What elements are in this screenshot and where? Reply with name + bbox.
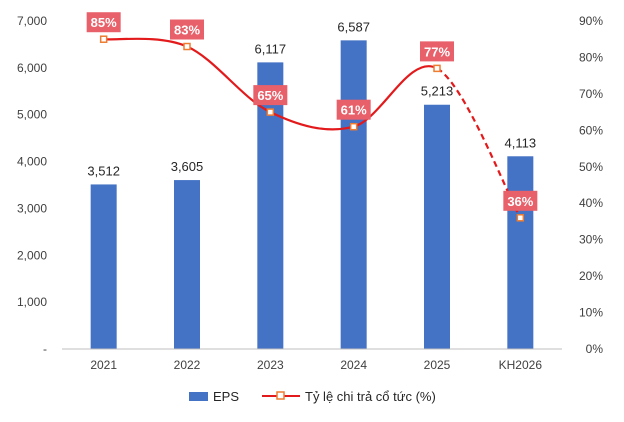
left-axis: - 1,000 2,000 3,000 4,000 5,000 6,000 7,000 bbox=[17, 14, 47, 356]
payout-label-box bbox=[336, 99, 371, 120]
eps-bar bbox=[424, 104, 450, 350]
right-tick-label: 70% bbox=[579, 87, 603, 101]
x-tick-label: KH2026 bbox=[499, 358, 543, 372]
right-tick-label: 40% bbox=[579, 196, 603, 210]
payout-label-box bbox=[253, 85, 288, 106]
payout-label-box bbox=[86, 12, 121, 33]
payout-marker bbox=[99, 35, 108, 43]
payout-line-plan bbox=[436, 67, 522, 219]
eps-data-label: 5,213 bbox=[421, 84, 454, 99]
eps-data-label: 4,113 bbox=[505, 135, 537, 150]
left-tick-label: 2,000 bbox=[17, 248, 47, 262]
x-tick-label: 2023 bbox=[257, 358, 284, 372]
payout-marker bbox=[516, 214, 525, 222]
x-tick-label: 2022 bbox=[174, 358, 201, 372]
payout-data-label: 77% bbox=[424, 44, 450, 59]
legend-label-eps: EPS bbox=[213, 389, 239, 404]
left-tick-label: - bbox=[43, 342, 47, 356]
eps-data-label: 3,512 bbox=[87, 163, 120, 178]
right-tick-label: 20% bbox=[579, 269, 603, 283]
eps-data-label: 6,587 bbox=[337, 19, 370, 34]
x-tick-label: 2025 bbox=[424, 358, 451, 372]
right-tick-label: 90% bbox=[579, 14, 603, 28]
legend: EPS Tỷ lệ chi trả cổ tức (%) bbox=[189, 389, 436, 404]
eps-bar bbox=[257, 62, 284, 350]
x-tick-label: 2021 bbox=[90, 358, 117, 372]
payout-data-label: 85% bbox=[91, 15, 117, 30]
eps-bar bbox=[507, 156, 534, 349]
eps-bars: 3,512 3,605 6,117 6,587 5,213 4,113 bbox=[87, 19, 537, 350]
payout-data-label: 36% bbox=[507, 194, 533, 209]
right-tick-label: 30% bbox=[579, 233, 603, 247]
right-tick-label: 80% bbox=[579, 50, 603, 64]
payout-marker bbox=[266, 108, 275, 116]
legend-label-payout: Tỷ lệ chi trả cổ tức (%) bbox=[305, 389, 436, 404]
payout-label-box bbox=[170, 19, 204, 40]
right-tick-label: 60% bbox=[579, 123, 603, 137]
payout-label-box bbox=[420, 41, 454, 62]
right-tick-label: 0% bbox=[586, 342, 604, 356]
left-tick-label: 7,000 bbox=[17, 14, 47, 28]
eps-data-label: 3,605 bbox=[171, 159, 204, 174]
payout-label-box bbox=[503, 190, 538, 211]
eps-bar bbox=[340, 40, 367, 350]
legend-swatch-eps bbox=[189, 392, 208, 401]
left-tick-label: 3,000 bbox=[17, 201, 47, 215]
payout-marker bbox=[183, 42, 191, 51]
right-tick-label: 10% bbox=[579, 306, 603, 320]
eps-bar bbox=[90, 184, 117, 349]
right-tick-label: 50% bbox=[579, 160, 603, 174]
payout-marker bbox=[349, 122, 358, 131]
left-tick-label: 1,000 bbox=[17, 295, 47, 309]
payout-marker bbox=[433, 64, 441, 73]
x-tick-label: 2024 bbox=[340, 358, 367, 372]
left-tick-label: 6,000 bbox=[17, 61, 47, 75]
left-tick-label: 5,000 bbox=[17, 108, 47, 122]
right-axis: 0% 10% 20% 30% 40% 50% 60% 70% 80% 90% bbox=[579, 14, 603, 356]
payout-data-label: 61% bbox=[341, 103, 367, 118]
eps-data-label: 6,117 bbox=[255, 41, 287, 56]
payout-ratio-line: 85% 83% 65% 61% 77% 36% bbox=[86, 12, 538, 222]
payout-data-label: 83% bbox=[174, 23, 200, 38]
left-tick-label: 4,000 bbox=[17, 155, 47, 169]
payout-data-label: 65% bbox=[257, 88, 283, 103]
eps-bar bbox=[174, 180, 200, 349]
legend-marker-payout bbox=[276, 391, 285, 400]
x-axis-ticks: 2021 2022 2023 2024 2025 KH2026 bbox=[90, 358, 542, 372]
